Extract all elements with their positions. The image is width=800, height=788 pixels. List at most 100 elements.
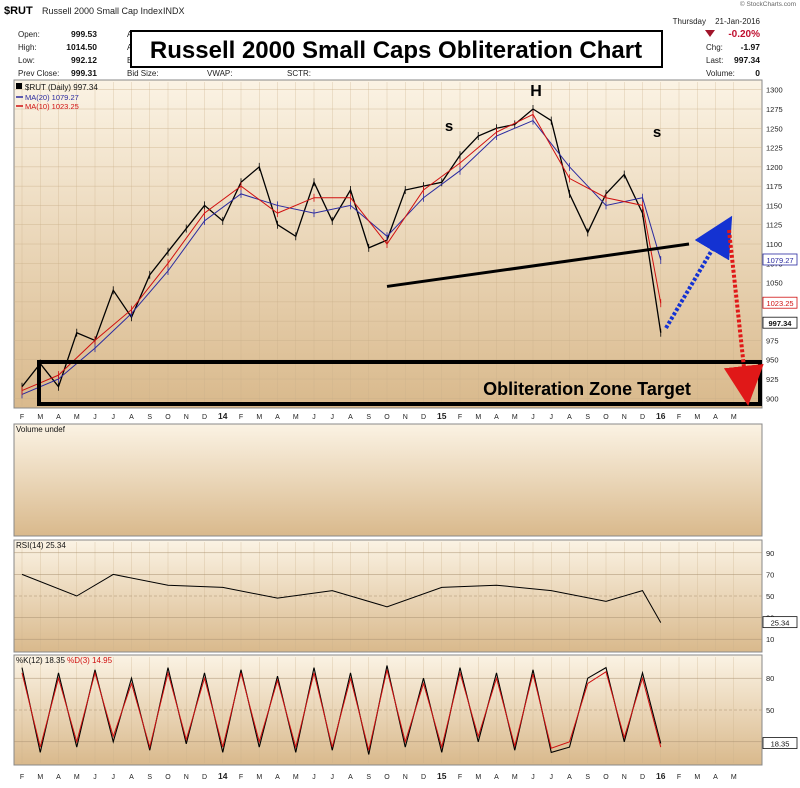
x-tick-label: A (348, 414, 353, 421)
x-tick-label: A (56, 774, 61, 781)
x-tick-label: M (37, 414, 43, 421)
rsi-y-tick: 70 (766, 570, 774, 579)
exchange: INDX (163, 6, 185, 16)
price-y-tick: 1125 (766, 221, 782, 230)
target-arrow (723, 229, 764, 406)
price-y-tick: 1250 (766, 124, 783, 133)
annotations: Russell 2000 Small Caps Obliteration Cha… (37, 30, 764, 406)
ma20-legend-label: MA(20) 1079.27 (25, 93, 79, 102)
price-value-tag (762, 296, 798, 309)
x-tick-label: A (494, 774, 499, 781)
volume-legend: Volume undef (16, 425, 66, 434)
x-tick-label: M (694, 774, 700, 781)
x-tick-label: M (731, 774, 737, 781)
x-tick-label: N (622, 774, 627, 781)
stoch-y-tick: 80 (766, 674, 774, 683)
x-tick-label: J (331, 774, 335, 781)
high-value: 1014.50 (66, 42, 97, 52)
price-y-tick: 925 (766, 375, 779, 384)
chart-title: Russell 2000 Small Caps Obliteration Cha… (150, 37, 642, 64)
x-tick-label: J (112, 414, 116, 421)
x-tick-label: S (147, 414, 152, 421)
rsi-y-tick: 10 (766, 635, 774, 644)
price-legend: $RUT (Daily) 997.34 MA(20) 1079.27 MA(10… (16, 83, 98, 111)
x-tick-label: 15 (437, 771, 447, 781)
x-tick-label: 14 (218, 411, 228, 421)
stoch-series-1 (21, 669, 662, 751)
quote-date: 21-Jan-2016 (715, 17, 760, 26)
x-tick-label: A (56, 414, 61, 421)
x-tick-label: F (20, 414, 24, 421)
price-y-tick: 975 (766, 336, 779, 345)
x-tick-label: S (366, 414, 371, 421)
head-label: H (530, 83, 542, 100)
rsi-panel (13, 539, 763, 653)
price-y-tick: 1200 (766, 163, 783, 172)
x-tick-label: O (384, 774, 390, 781)
stochastic-legend: %K(12) 18.35 %D(3) 14.95 (16, 656, 113, 665)
quote-mid-4: Bid Size: (127, 69, 159, 78)
x-tick-label: A (567, 774, 572, 781)
quote-day: Thursday (673, 17, 706, 26)
price-y-tick: 1275 (766, 105, 783, 114)
x-tick-label: 16 (656, 411, 666, 421)
x-tick-label: A (713, 774, 718, 781)
x-tick-label: M (512, 414, 518, 421)
x-tick-label: 14 (218, 771, 228, 781)
x-tick-label: M (74, 774, 80, 781)
price-value-text: 997.34 (769, 319, 793, 328)
x-tick-label: F (458, 774, 462, 781)
x-tick-label: J (112, 774, 116, 781)
low-value: 992.12 (71, 55, 97, 65)
price-y-tick: 1150 (766, 201, 782, 210)
right-value-labels: 1079.27 1023.25 997.34 25.34 18.35 (762, 253, 798, 749)
prev-close-value: 999.31 (71, 68, 97, 78)
x-tick-label: F (677, 414, 681, 421)
x-tick-label: M (694, 414, 700, 421)
x-tick-label: F (239, 774, 243, 781)
x-tick-label: F (20, 774, 24, 781)
x-tick-label: N (184, 414, 189, 421)
vwap-label: VWAP: (207, 69, 232, 78)
x-tick-label: O (384, 414, 390, 421)
source-credit: © StockCharts.com (740, 0, 796, 8)
x-tick-label: J (331, 414, 335, 421)
change-percent: -0.20% (728, 29, 760, 40)
stoch-k-label: %K(12) 18.35 (16, 656, 65, 665)
price-y-tick: 1300 (766, 86, 783, 95)
down-triangle-icon (705, 30, 715, 37)
x-tick-label: J (531, 774, 535, 781)
chg-label: Chg: (706, 43, 723, 52)
prev-close-label: Prev Close: (18, 69, 59, 78)
price-y-tick: 900 (766, 394, 779, 403)
x-tick-label: J (93, 414, 97, 421)
price-y-tick: 1225 (766, 144, 783, 153)
title-box (130, 30, 663, 68)
x-tick-label: A (567, 414, 572, 421)
low-label: Low: (18, 56, 35, 65)
x-tick-label: D (202, 414, 207, 421)
x-tick-label: S (366, 774, 371, 781)
neckline (386, 242, 690, 288)
x-tick-label: D (640, 414, 645, 421)
x-tick-label: N (403, 414, 408, 421)
stoch-value-tag (762, 737, 798, 749)
x-tick-label: M (256, 774, 262, 781)
x-tick-label: O (165, 414, 171, 421)
x-tick-label: D (640, 774, 645, 781)
x-tick-label: A (713, 414, 718, 421)
price-value-text: 1079.27 (766, 256, 793, 265)
x-tick-label: O (603, 414, 609, 421)
x-tick-label: M (37, 774, 43, 781)
left-shoulder-label: s (445, 118, 453, 135)
x-tick-label: J (93, 774, 97, 781)
price-y-tick: 1050 (766, 279, 783, 288)
stoch-d-label: %D(3) 14.95 (67, 656, 112, 665)
rsi-y-tick: 90 (766, 549, 774, 558)
x-tick-label: J (531, 414, 535, 421)
volume-label: Volume: (706, 69, 735, 78)
open-label: Open: (18, 30, 40, 39)
rsi-value-tag (762, 616, 798, 629)
